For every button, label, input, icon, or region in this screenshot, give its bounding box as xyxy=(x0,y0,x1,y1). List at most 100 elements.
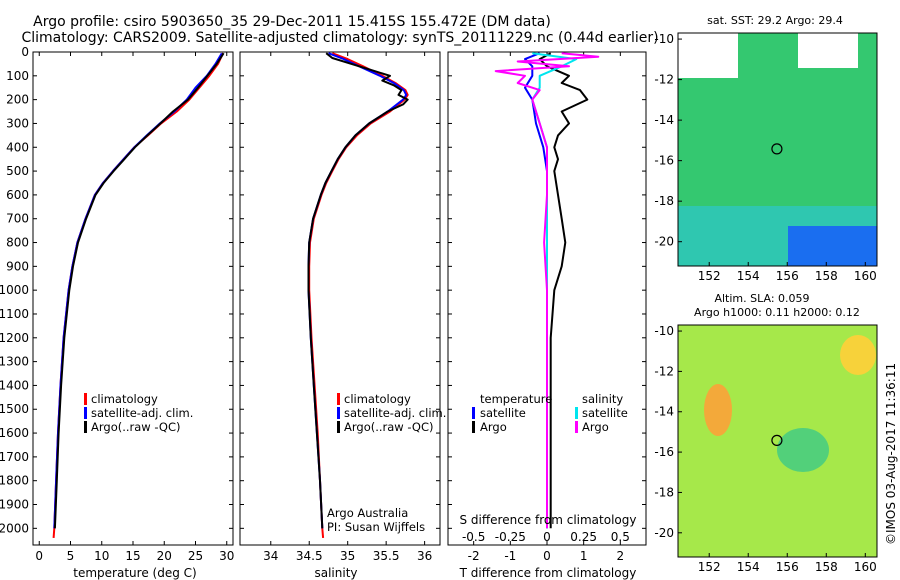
y-tick-label: 400 xyxy=(6,140,29,154)
map-y-tick-label: -20 xyxy=(654,526,674,540)
y-tick-label: 300 xyxy=(6,116,29,130)
map-x-tick-label: 156 xyxy=(776,269,799,283)
s-tick-label: 0.25 xyxy=(570,530,597,544)
sst-map-title: sat. SST: 29.2 Argo: 29.4 xyxy=(707,14,843,27)
map-land-mask xyxy=(798,33,858,68)
x-tick-label: 35.5 xyxy=(373,549,400,563)
y-tick-label: 1600 xyxy=(0,426,29,440)
x-tick-label: 5 xyxy=(67,549,75,563)
y-tick-label: 500 xyxy=(6,164,29,178)
s-difference-label: S difference from climatology xyxy=(460,513,637,527)
legend-label-s-argo: Argo xyxy=(582,420,609,434)
sla-map-title: Altim. SLA: 0.059 xyxy=(714,292,809,305)
map-x-tick-label: 152 xyxy=(698,269,721,283)
map-y-tick-label: -20 xyxy=(654,235,674,249)
map-frame xyxy=(677,32,878,267)
argo-position-marker xyxy=(771,143,783,155)
s-tick-label: -0.25 xyxy=(495,530,526,544)
legend-label-climatology: climatology xyxy=(344,392,411,406)
y-tick-label: 700 xyxy=(6,212,29,226)
y-tick-label: 1500 xyxy=(0,402,29,416)
argo-position-marker xyxy=(771,434,783,446)
series-line-climatology xyxy=(52,52,224,538)
x-tick-label: 30 xyxy=(219,549,234,563)
y-tick-label: 1900 xyxy=(0,498,29,512)
series-line-argo-raw-qc- xyxy=(307,52,409,529)
map-x-tick-label: 154 xyxy=(737,269,760,283)
salinity-legend: climatology satellite-adj. clim. Argo(..… xyxy=(337,392,446,434)
legend-label-t-satellite: satellite xyxy=(480,406,526,420)
y-tick-label: 1300 xyxy=(0,355,29,369)
s-tick-label: 0 xyxy=(543,530,551,544)
legend-label-argo: Argo(..raw -QC) xyxy=(91,420,181,434)
x-tick-label: 1 xyxy=(580,549,588,563)
legend-label-satellite: satellite-adj. clim. xyxy=(91,406,193,420)
y-tick-label: 600 xyxy=(6,188,29,202)
map-land-mask xyxy=(678,33,738,78)
map-y-tick-label: -10 xyxy=(654,32,674,46)
y-tick-label: 2000 xyxy=(0,521,29,535)
legend-swatch-s-satellite xyxy=(575,407,578,419)
legend-swatch-t-satellite xyxy=(472,407,475,419)
x-tick-label: 0 xyxy=(35,549,43,563)
imos-credit: ©IMOS 03-Aug-2017 11:36:11 xyxy=(884,363,898,545)
legend-label-t-argo: Argo xyxy=(480,420,507,434)
map-high-anomaly xyxy=(704,384,732,436)
map-x-tick-label: 158 xyxy=(815,269,838,283)
map-x-tick-label: 156 xyxy=(776,560,799,574)
sla-map-subtitle: Argo h1000: 0.11 h2000: 0.12 xyxy=(694,306,860,319)
annotation-institution: Argo Australia xyxy=(327,506,408,520)
map-high-anomaly xyxy=(840,335,876,375)
map-y-tick-label: -14 xyxy=(654,405,674,419)
s-tick-label: -0.5 xyxy=(462,530,485,544)
salinity-panel: 34 34.5 35 35.5 36 xyxy=(239,51,441,563)
series-line-argo-raw-qc- xyxy=(53,52,225,529)
y-tick-label: 0 xyxy=(21,45,29,59)
y-tick-label: 1100 xyxy=(0,307,29,321)
legend-label-satellite: satellite-adj. clim. xyxy=(344,406,446,420)
legend-swatch-climatology xyxy=(84,393,87,405)
y-tick-label: 200 xyxy=(6,93,29,107)
header-line-2: Climatology: CARS2009. Satellite-adjuste… xyxy=(21,30,658,46)
temperature-xlabel: temperature (deg C) xyxy=(73,566,196,580)
legend-header-salinity: salinity xyxy=(582,392,623,406)
map-y-tick-label: -16 xyxy=(654,445,674,459)
x-tick-label: 20 xyxy=(157,549,172,563)
x-tick-label: 15 xyxy=(125,549,140,563)
temperature-legend: climatology satellite-adj. clim. Argo(..… xyxy=(84,392,193,434)
legend-swatch-climatology xyxy=(337,393,340,405)
legend-header-temperature: temperature xyxy=(480,392,552,406)
map-y-tick-label: -14 xyxy=(654,113,674,127)
map-x-tick-label: 160 xyxy=(854,269,877,283)
x-tick-label: 34.5 xyxy=(296,549,323,563)
x-tick-label: 25 xyxy=(188,549,203,563)
map-frame xyxy=(677,324,878,558)
header-line-1: Argo profile: csiro 5903650_35 29-Dec-20… xyxy=(33,14,551,30)
series-line-satellite-adj-clim- xyxy=(307,52,408,529)
temperature-panel: 0 5 10 15 20 25 300100200300400500600700800900… xyxy=(0,45,234,563)
x-tick-label: 10 xyxy=(94,549,109,563)
series-line-s-argo xyxy=(494,52,600,529)
legend-label-climatology: climatology xyxy=(91,392,158,406)
series-line-climatology xyxy=(308,52,409,538)
legend-swatch-argo xyxy=(337,421,340,433)
y-tick-label: 900 xyxy=(6,259,29,273)
difference-panel: -2 -1 0 1 2 -0.5 -0.25 0 0.25 0.5 xyxy=(447,51,647,563)
difference-legend: temperature salinity satellite Argo sate… xyxy=(472,392,628,434)
legend-label-argo: Argo(..raw -QC) xyxy=(344,420,434,434)
legend-swatch-argo xyxy=(84,421,87,433)
legend-swatch-satellite xyxy=(84,407,87,419)
legend-label-s-satellite: satellite xyxy=(582,406,628,420)
plot-frame xyxy=(239,51,441,546)
y-tick-label: 1200 xyxy=(0,331,29,345)
map-x-tick-label: 154 xyxy=(737,560,760,574)
y-tick-label: 1000 xyxy=(0,283,29,297)
map-low-anomaly xyxy=(777,428,829,472)
series-line-t-satellite xyxy=(524,52,548,529)
legend-swatch-t-argo xyxy=(472,421,475,433)
sla-map: 152 154 156 158 160 -10 -12 -14 -16 -18 -20 xyxy=(654,324,878,574)
y-tick-label: 100 xyxy=(6,69,29,83)
map-x-tick-label: 160 xyxy=(854,560,877,574)
x-tick-label: 2 xyxy=(617,549,625,563)
